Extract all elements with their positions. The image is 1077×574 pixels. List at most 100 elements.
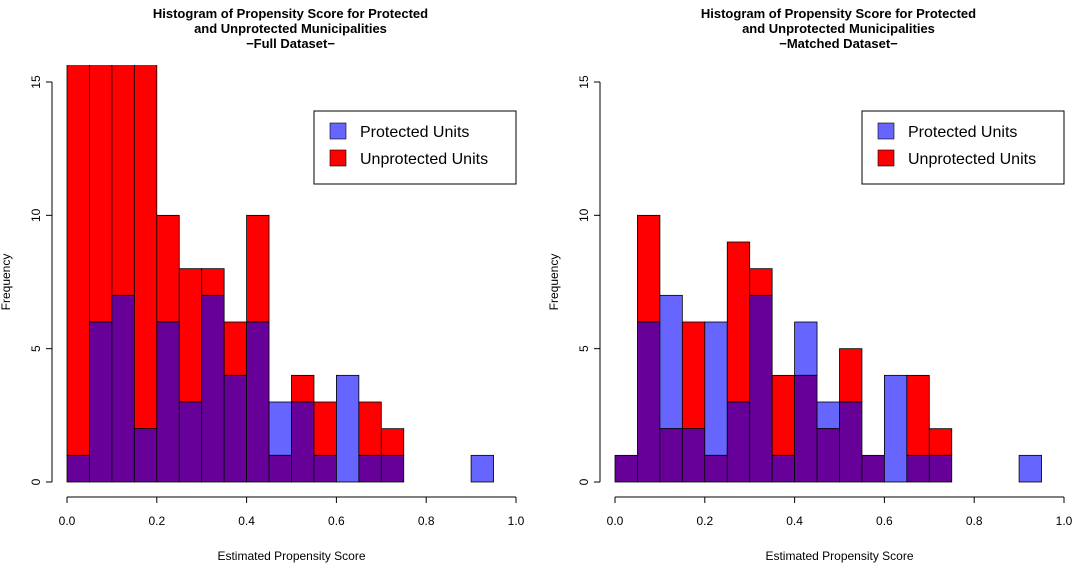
unprotected-bar-0 xyxy=(66,65,90,456)
unprotected-bar-7 xyxy=(223,321,247,376)
legend-label-2: Unprotected Units xyxy=(360,151,488,168)
x-tick-label-0: 0.0 xyxy=(607,514,624,528)
x-tick-label-4: 0.8 xyxy=(966,514,983,528)
protected-bar-4 xyxy=(704,321,728,456)
y-tick-label-3: 15 xyxy=(577,75,591,89)
overlap-bar-1 xyxy=(637,321,661,483)
chart-title-line-2: and Unprotected Municipalities xyxy=(742,21,935,36)
unprotected-bar-14 xyxy=(928,428,953,456)
protected-bar-9 xyxy=(816,401,840,430)
overlap-bar-8 xyxy=(246,321,270,483)
protected-bar-18 xyxy=(470,454,494,483)
overlap-bar-7 xyxy=(223,374,247,483)
overlap-bar-2 xyxy=(659,428,683,483)
unprotected-bar-8 xyxy=(246,214,270,323)
unprotected-bar-3 xyxy=(133,65,158,430)
overlap-bar-14 xyxy=(928,454,953,483)
overlap-bar-0 xyxy=(614,454,638,483)
y-tick-label-2: 10 xyxy=(29,208,43,222)
x-axis-label: Estimated Propensity Score xyxy=(765,549,913,563)
overlap-bar-14 xyxy=(380,454,405,483)
unprotected-bar-6 xyxy=(201,268,225,296)
protected-bar-12 xyxy=(884,374,908,483)
x-tick-label-0: 0.0 xyxy=(59,514,76,528)
overlap-bar-5 xyxy=(726,401,751,483)
y-tick-label-1: 5 xyxy=(577,345,591,352)
legend: Protected Units Unprotected Units xyxy=(861,110,1065,185)
overlap-bar-1 xyxy=(89,321,113,483)
unprotected-bar-5 xyxy=(178,268,203,403)
overlap-bar-5 xyxy=(178,401,203,483)
y-axis-label: Frequency xyxy=(547,254,561,311)
unprotected-bar-6 xyxy=(749,268,773,296)
protected-bar-2 xyxy=(659,294,683,430)
x-tick-label-2: 0.4 xyxy=(786,514,803,528)
unprotected-bar-13 xyxy=(358,401,382,456)
unprotected-bar-4 xyxy=(156,214,180,323)
y-tick-label-1: 5 xyxy=(29,345,43,352)
legend-swatch-1 xyxy=(877,122,895,140)
x-tick-label-3: 0.6 xyxy=(876,514,893,528)
protected-bar-9 xyxy=(268,401,292,456)
y-tick-label-0: 0 xyxy=(29,478,43,485)
y-tick-label-2: 10 xyxy=(577,208,591,222)
overlap-bar-9 xyxy=(268,454,292,483)
unprotected-bar-11 xyxy=(313,401,337,456)
overlap-bar-11 xyxy=(861,454,885,483)
x-tick-label-3: 0.6 xyxy=(328,514,345,528)
x-tick-label-1: 0.2 xyxy=(148,514,165,528)
unprotected-bar-10 xyxy=(839,348,863,403)
protected-bar-8 xyxy=(794,321,818,376)
overlap-bar-3 xyxy=(133,428,158,483)
x-tick-label-2: 0.4 xyxy=(238,514,255,528)
legend-label-1: Protected Units xyxy=(908,124,1017,141)
overlap-bar-10 xyxy=(839,401,863,483)
x-tick-label-4: 0.8 xyxy=(418,514,435,528)
overlap-bar-2 xyxy=(111,294,135,483)
x-tick-label-5: 1.0 xyxy=(508,514,525,528)
overlap-bar-6 xyxy=(201,294,225,483)
bars-group xyxy=(614,214,1042,483)
unprotected-bar-1 xyxy=(637,214,661,323)
x-axis-label: Estimated Propensity Score xyxy=(217,549,365,563)
chart-title-line-3: −Full Dataset− xyxy=(246,36,335,51)
overlap-bar-8 xyxy=(794,374,818,483)
chart-title-line-1: Histogram of Propensity Score for Protec… xyxy=(701,6,976,21)
unprotected-bar-3 xyxy=(681,321,706,430)
chart-title-line-2: and Unprotected Municipalities xyxy=(194,21,387,36)
legend: Protected Units Unprotected Units xyxy=(313,110,517,185)
unprotected-bar-7 xyxy=(771,374,796,456)
chart-panel-1: Histogram of Propensity Score for Protec… xyxy=(0,6,525,563)
overlap-bar-0 xyxy=(66,454,90,483)
x-tick-label-5: 1.0 xyxy=(1056,514,1073,528)
overlap-bar-13 xyxy=(906,454,930,483)
chart-panel-2: Histogram of Propensity Score for Protec… xyxy=(547,6,1073,563)
legend-swatch-1 xyxy=(329,122,347,140)
overlap-bar-10 xyxy=(291,401,315,483)
overlap-bar-13 xyxy=(358,454,382,483)
overlap-bar-4 xyxy=(704,454,728,483)
unprotected-bar-2 xyxy=(111,65,135,296)
unprotected-bar-10 xyxy=(291,374,315,403)
legend-swatch-2 xyxy=(877,149,895,167)
y-tick-label-3: 15 xyxy=(29,75,43,89)
legend-label-2: Unprotected Units xyxy=(908,151,1036,168)
legend-box xyxy=(313,110,517,185)
overlap-bar-7 xyxy=(771,454,796,483)
unprotected-bar-13 xyxy=(906,374,930,456)
overlap-bar-6 xyxy=(749,294,773,483)
legend-box xyxy=(861,110,1065,185)
x-tick-label-1: 0.2 xyxy=(696,514,713,528)
unprotected-bar-5 xyxy=(726,241,751,403)
y-tick-label-0: 0 xyxy=(577,478,591,485)
legend-swatch-2 xyxy=(329,149,347,167)
protected-bar-12 xyxy=(335,374,360,483)
legend-label-1: Protected Units xyxy=(360,124,469,141)
unprotected-bar-1 xyxy=(89,65,113,323)
overlap-bar-4 xyxy=(156,321,180,483)
overlap-bar-9 xyxy=(816,428,840,483)
protected-bar-18 xyxy=(1018,454,1042,483)
unprotected-bar-14 xyxy=(380,428,405,456)
